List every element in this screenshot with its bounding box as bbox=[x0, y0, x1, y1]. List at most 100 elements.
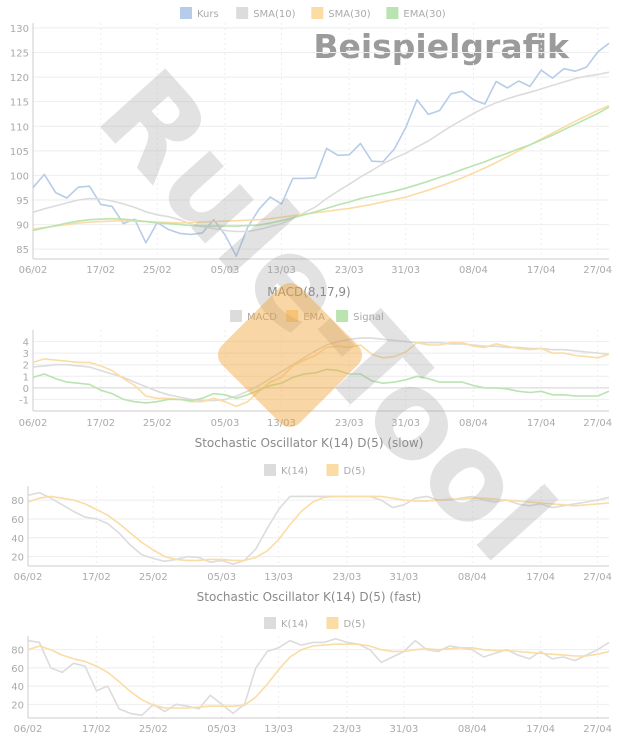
x-tick-label: 23/03 bbox=[333, 572, 362, 583]
x-tick-label: 17/02 bbox=[86, 265, 115, 276]
y-tick-label: 0 bbox=[23, 384, 29, 395]
chart-title: Stochastic Oscillator K(14) D(5) (slow) bbox=[195, 436, 424, 450]
legend-label-2: SMA(10) bbox=[253, 9, 295, 20]
chart-title: Stochastic Oscillator K(14) D(5) (fast) bbox=[197, 590, 422, 604]
chart-panel-3: Stochastic Oscillator K(14) D(5) (slow) K… bbox=[11, 436, 612, 583]
x-tick-label: 31/03 bbox=[390, 724, 419, 735]
x-tick-label: 25/02 bbox=[143, 418, 172, 429]
x-tick-label: 17/02 bbox=[82, 724, 111, 735]
legend-swatch-4 bbox=[386, 7, 399, 19]
x-tick-label: 25/02 bbox=[139, 572, 168, 583]
legend-label-2: D(5) bbox=[344, 466, 366, 477]
legend-swatch-1 bbox=[230, 310, 242, 322]
x-tick-label: 06/02 bbox=[19, 418, 48, 429]
x-tick-label: 05/03 bbox=[211, 418, 240, 429]
legend-label-3: Signal bbox=[353, 312, 384, 323]
legend-label-1: MACD bbox=[247, 312, 277, 323]
x-tick-label: 25/02 bbox=[143, 265, 172, 276]
x-tick-label: 23/03 bbox=[335, 418, 364, 429]
x-tick-label: 31/03 bbox=[391, 265, 420, 276]
y-tick-label: 1 bbox=[23, 372, 29, 383]
series-line-sma-30- bbox=[32, 104, 610, 230]
y-tick-label: 3 bbox=[23, 349, 29, 360]
y-tick-label: 20 bbox=[11, 700, 24, 711]
legend-swatch-3 bbox=[311, 7, 324, 19]
x-tick-label: 13/03 bbox=[264, 724, 293, 735]
x-tick-label: 06/02 bbox=[14, 724, 43, 735]
y-tick-label: 85 bbox=[16, 245, 29, 256]
x-tick-label: 27/04 bbox=[583, 265, 612, 276]
y-tick-label: 130 bbox=[10, 24, 29, 35]
y-tick-label: 100 bbox=[10, 171, 29, 182]
y-tick-label: 125 bbox=[10, 49, 29, 60]
series-line-d-5- bbox=[27, 643, 610, 709]
y-tick-label: 80 bbox=[11, 496, 24, 507]
x-tick-label: 17/02 bbox=[82, 572, 111, 583]
series-line-ema bbox=[32, 341, 610, 408]
series-line-k-14- bbox=[27, 491, 610, 565]
x-tick-label: 23/03 bbox=[333, 724, 362, 735]
y-tick-label: 60 bbox=[11, 664, 24, 675]
y-tick-label: 20 bbox=[11, 553, 24, 564]
y-tick-label: 2 bbox=[23, 361, 29, 372]
series-line-signal bbox=[32, 368, 610, 404]
y-tick-label: -1 bbox=[19, 395, 29, 406]
y-tick-label: 90 bbox=[16, 221, 29, 232]
legend-swatch-1 bbox=[180, 7, 192, 19]
legend-swatch-1 bbox=[264, 617, 276, 629]
legend-swatch-2 bbox=[286, 310, 299, 322]
y-tick-label: 120 bbox=[10, 73, 29, 84]
y-tick-label: 95 bbox=[16, 196, 29, 207]
legend-label-3: SMA(30) bbox=[328, 9, 370, 20]
x-tick-label: 27/04 bbox=[583, 724, 612, 735]
y-tick-label: 4 bbox=[23, 338, 29, 349]
x-tick-label: 17/04 bbox=[527, 265, 556, 276]
chart-panel-4: Stochastic Oscillator K(14) D(5) (fast) K… bbox=[11, 590, 612, 735]
y-tick-label: 80 bbox=[11, 646, 24, 657]
x-tick-label: 17/04 bbox=[526, 724, 555, 735]
x-tick-label: 13/03 bbox=[267, 265, 296, 276]
x-tick-label: 05/03 bbox=[207, 724, 236, 735]
y-tick-label: 110 bbox=[10, 122, 29, 133]
x-tick-label: 05/03 bbox=[211, 265, 240, 276]
x-tick-label: 25/02 bbox=[139, 724, 168, 735]
legend-label-1: Kurs bbox=[197, 9, 219, 20]
x-tick-label: 27/04 bbox=[583, 572, 612, 583]
legend-label-2: D(5) bbox=[344, 619, 366, 630]
legend-label-1: K(14) bbox=[281, 619, 308, 630]
y-tick-label: 40 bbox=[11, 682, 24, 693]
chart-title: MACD(8,17,9) bbox=[267, 285, 351, 299]
chart-panel-2: MACD(8,17,9) MACD EMA Signal 06/02 17/02 25/02… bbox=[19, 285, 613, 429]
x-tick-label: 08/04 bbox=[459, 265, 488, 276]
x-tick-label: 17/02 bbox=[86, 418, 115, 429]
x-tick-label: 23/03 bbox=[335, 265, 364, 276]
series-line-ema-30- bbox=[32, 106, 610, 232]
series-line-k-14- bbox=[27, 637, 610, 717]
x-tick-label: 17/04 bbox=[526, 572, 555, 583]
x-tick-label: 13/03 bbox=[264, 572, 293, 583]
y-tick-label: 105 bbox=[10, 147, 29, 158]
x-tick-label: 13/03 bbox=[267, 418, 296, 429]
x-tick-label: 31/03 bbox=[391, 418, 420, 429]
legend-label-4: EMA(30) bbox=[403, 9, 445, 20]
x-tick-label: 05/03 bbox=[207, 572, 236, 583]
legend-swatch-2 bbox=[236, 7, 249, 19]
chart-panel-1: Beispielgrafik Kurs SMA(10) SMA(30) EMA(30) 0… bbox=[10, 7, 612, 276]
x-tick-label: 17/04 bbox=[527, 418, 556, 429]
x-tick-label: 06/02 bbox=[19, 265, 48, 276]
legend-swatch-2 bbox=[326, 617, 339, 629]
x-tick-label: 31/03 bbox=[390, 572, 419, 583]
x-tick-label: 08/04 bbox=[459, 418, 488, 429]
chart-title: Beispielgrafik bbox=[313, 27, 570, 66]
legend-swatch-2 bbox=[326, 464, 339, 476]
legend-label-2: EMA bbox=[303, 312, 325, 323]
y-tick-label: 115 bbox=[10, 98, 29, 109]
legend-label-1: K(14) bbox=[281, 466, 308, 477]
series-line-d-5- bbox=[27, 495, 610, 562]
x-tick-label: 06/02 bbox=[14, 572, 43, 583]
x-tick-label: 27/04 bbox=[583, 418, 612, 429]
legend-swatch-3 bbox=[336, 310, 349, 322]
legend-swatch-1 bbox=[264, 464, 276, 476]
